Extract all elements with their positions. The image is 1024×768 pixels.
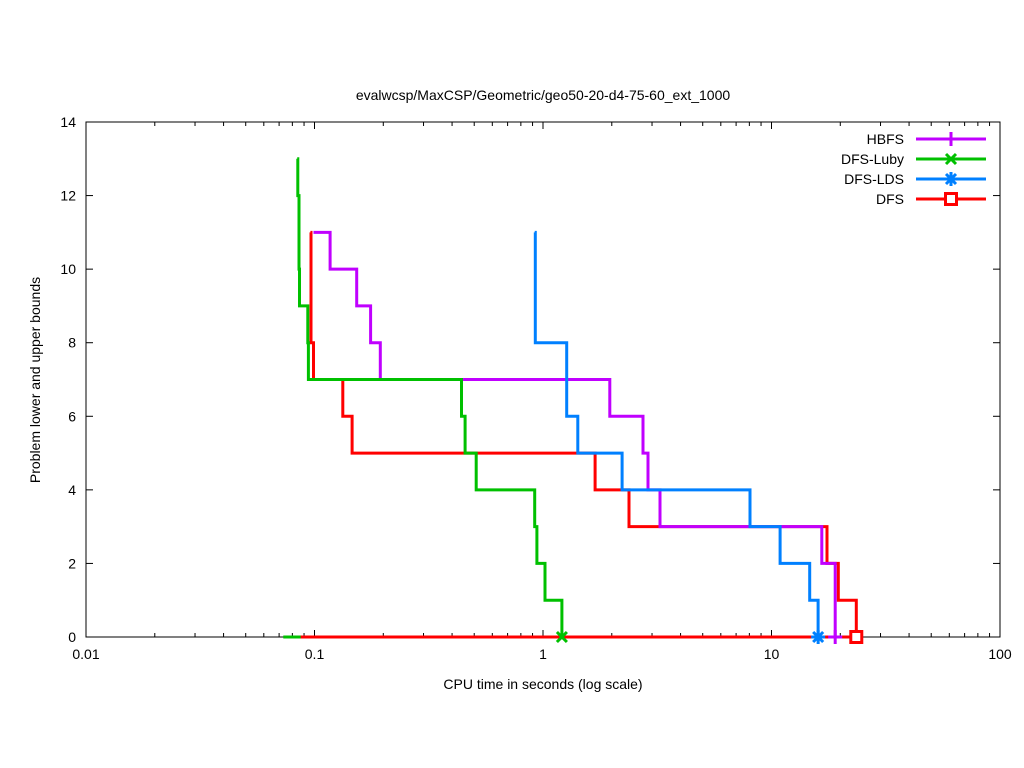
series-DFS-end-marker: [849, 630, 864, 644]
legend: HBFS DFS-Luby DFS-LDS DFS: [728, 129, 988, 209]
legend-sample-dfs-lds: [916, 172, 986, 186]
legend-item-dfs-luby: DFS-Luby: [728, 149, 988, 169]
series-DFS-LDS-end-marker: [811, 630, 826, 644]
legend-label-hbfs: HBFS: [866, 131, 904, 147]
legend-sample-marker: [944, 172, 958, 186]
x-tick-label: 1: [539, 646, 547, 662]
y-tick-label: 10: [60, 261, 76, 277]
legend-sample-dfs: [916, 192, 986, 206]
x-tick-label: 10: [764, 646, 780, 662]
y-tick-label: 4: [68, 482, 76, 498]
x-tick-label: 0.1: [305, 646, 325, 662]
y-tick-label: 12: [60, 188, 76, 204]
y-tick-label: 2: [68, 555, 76, 571]
y-tick-label: 6: [68, 408, 76, 424]
legend-sample-hbfs: [916, 132, 986, 146]
chart-title: evalwcsp/MaxCSP/Geometric/geo50-20-d4-75…: [355, 87, 731, 103]
series-DFS-Luby-end-marker: [555, 630, 568, 644]
series-DFS-Luby-upper-curve: [296, 157, 564, 637]
y-tick-label: 14: [60, 114, 76, 130]
x-axis-label: CPU time in seconds (log scale): [443, 676, 643, 692]
y-tick-label: 0: [68, 629, 76, 645]
series-DFS-upper-curve: [309, 230, 858, 637]
series-HBFS-end-marker: [828, 630, 843, 644]
legend-label-dfs-lds: DFS-LDS: [844, 171, 904, 187]
x-tick-label: 100: [988, 646, 1012, 662]
legend-sample-marker: [944, 192, 958, 206]
x-tick-label: 0.01: [72, 646, 99, 662]
legend-sample-dfs-luby: [916, 152, 986, 166]
legend-label-dfs: DFS: [876, 191, 904, 207]
legend-item-dfs-lds: DFS-LDS: [728, 169, 988, 189]
y-tick-label: 8: [68, 335, 76, 351]
legend-item-dfs: DFS: [728, 189, 988, 209]
legend-item-hbfs: HBFS: [728, 129, 988, 149]
series-DFS-LDS-upper-curve: [533, 230, 820, 637]
legend-sample-marker: [944, 152, 958, 166]
series-HBFS-upper-curve: [313, 230, 837, 637]
legend-sample-marker: [944, 132, 958, 146]
legend-label-dfs-luby: DFS-Luby: [840, 151, 904, 167]
